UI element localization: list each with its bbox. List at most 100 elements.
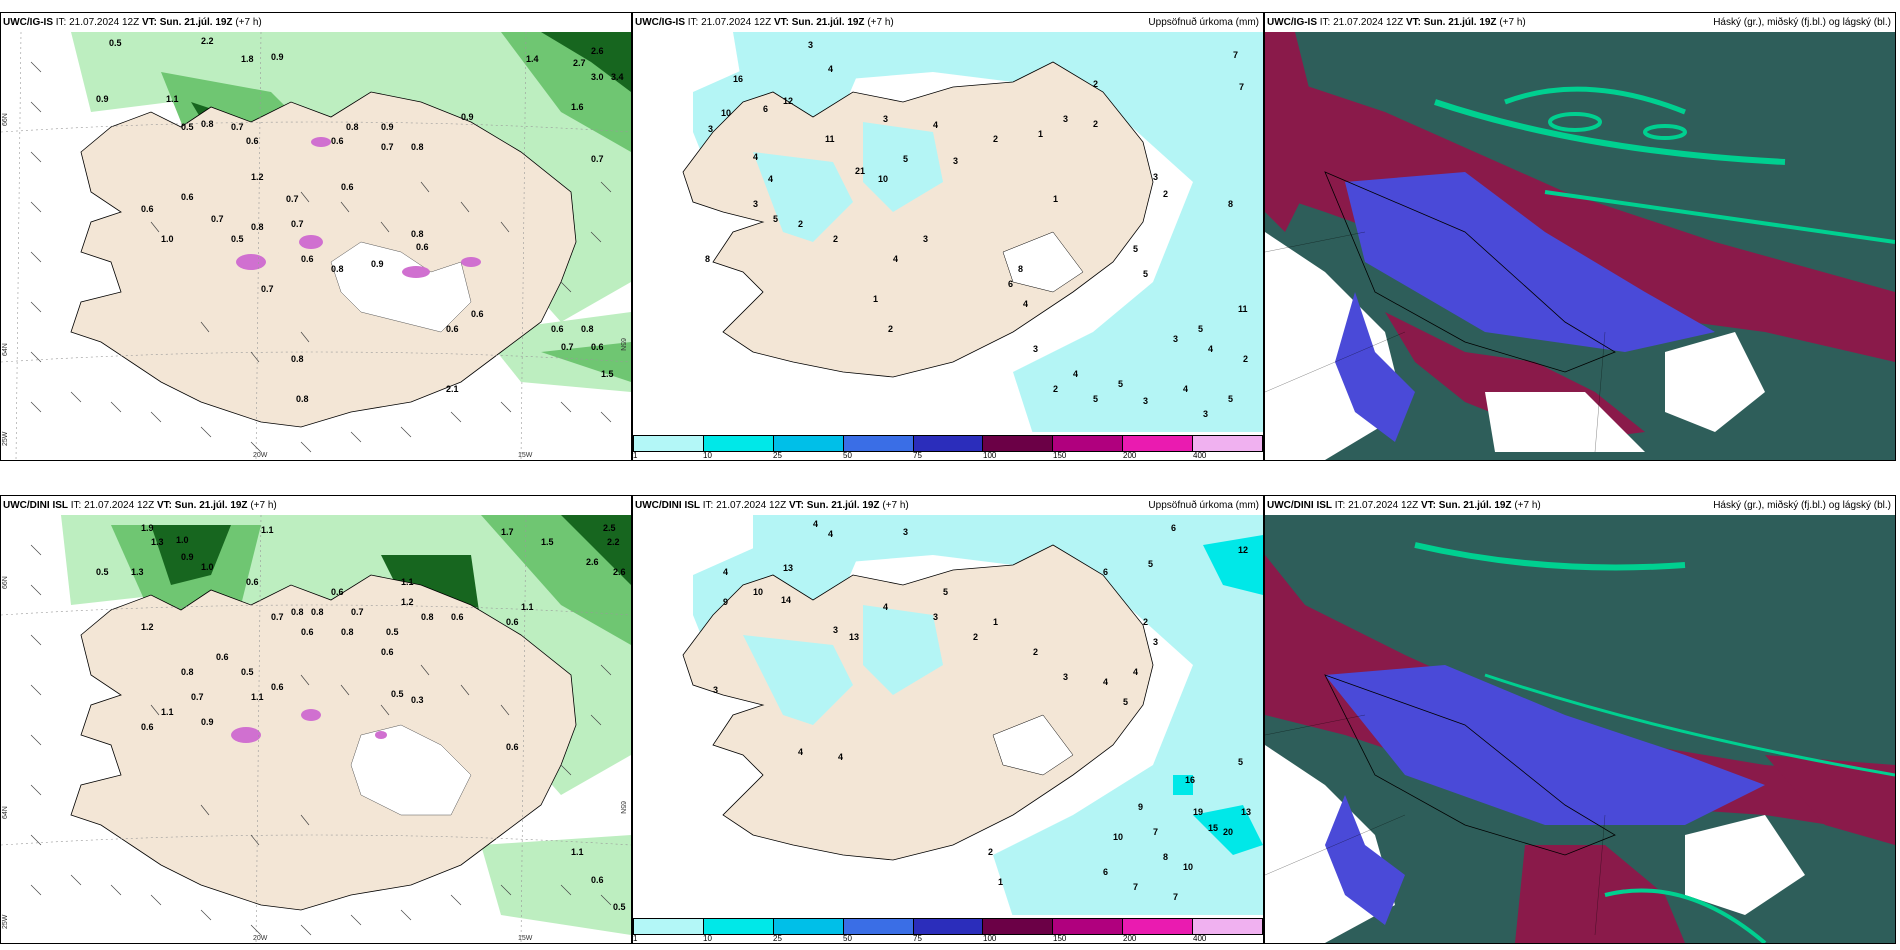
precip-value: 0.8 bbox=[341, 627, 354, 637]
init-time: IT: 21.07.2024 12Z bbox=[1319, 17, 1404, 28]
lat-label: 66N bbox=[2, 113, 9, 126]
accum-value: 6 bbox=[1008, 279, 1013, 289]
accum-value: 6 bbox=[763, 104, 768, 114]
accum-value: 3 bbox=[708, 124, 713, 134]
accum-value: 8 bbox=[1228, 199, 1233, 209]
accum-value: 5 bbox=[1093, 394, 1098, 404]
colorbar-swatch bbox=[1193, 436, 1263, 451]
precip-value: 1.1 bbox=[166, 94, 179, 104]
precip-value: 2.6 bbox=[591, 46, 604, 56]
precip-value: 0.8 bbox=[251, 222, 264, 232]
precip-value: 0.6 bbox=[246, 577, 259, 587]
precip-value: 1.1 bbox=[161, 707, 174, 717]
colorbar-swatch bbox=[1123, 919, 1194, 934]
precip-value: 1.1 bbox=[251, 692, 264, 702]
precip-value: 1.4 bbox=[526, 54, 539, 64]
panel-header: UWC/DINI ISL IT: 21.07.2024 12Z VT: Sun.… bbox=[1, 496, 631, 515]
precip-value: 0.6 bbox=[551, 324, 564, 334]
lat-label: 64N bbox=[2, 806, 9, 819]
accum-value: 15 bbox=[1208, 823, 1218, 833]
precip-sea-area bbox=[733, 32, 1263, 434]
precip-value: 1.1 bbox=[521, 602, 534, 612]
precip-value: 2.6 bbox=[586, 557, 599, 567]
accum-value: 9 bbox=[723, 597, 728, 607]
accum-value: 8 bbox=[1163, 852, 1168, 862]
valid-time: VT: Sun. 21.júl. 19Z bbox=[773, 17, 865, 28]
colorbar-swatch bbox=[634, 436, 704, 451]
valid-time: VT: Sun. 21.júl. 19Z bbox=[788, 500, 880, 511]
accum-value: 1 bbox=[993, 617, 998, 627]
precip-value: 0.7 bbox=[351, 607, 364, 617]
precip-value: 0.7 bbox=[191, 692, 204, 702]
colorbar-swatch bbox=[1053, 919, 1124, 934]
panel-title: Uppsöfnuð úrkoma (mm) bbox=[1148, 500, 1259, 511]
colorbar-label: 1 bbox=[633, 934, 638, 943]
accum-value: 2 bbox=[798, 219, 803, 229]
init-time: IT: 21.07.2024 12Z bbox=[1334, 500, 1419, 511]
precip-value: 0.9 bbox=[181, 552, 194, 562]
precip-value: 2.7 bbox=[573, 58, 586, 68]
colorbar-swatch bbox=[703, 919, 774, 934]
precip-value: 0.8 bbox=[291, 354, 304, 364]
accum-value: 6 bbox=[1171, 523, 1176, 533]
accum-value: 10 bbox=[878, 174, 888, 184]
accum-value: 3 bbox=[933, 612, 938, 622]
accum-value: 13 bbox=[783, 563, 793, 573]
precip-value: 0.6 bbox=[216, 652, 229, 662]
colorbar-label: 25 bbox=[773, 934, 782, 943]
precip-value: 0.6 bbox=[416, 242, 429, 252]
iceland-coastline bbox=[682, 61, 1154, 378]
accum-value: 6 bbox=[1103, 567, 1108, 577]
panel-header: UWC/DINI ISL IT: 21.07.2024 12Z VT: Sun.… bbox=[633, 496, 1263, 515]
model-name: UWC/IG-IS bbox=[635, 17, 685, 28]
init-time: IT: 21.07.2024 12Z bbox=[702, 500, 787, 511]
precip-value: 1.2 bbox=[401, 597, 414, 607]
accum-value: 4 bbox=[1183, 384, 1188, 394]
precip-value: 1.1 bbox=[261, 525, 274, 535]
precip-value: 0.5 bbox=[96, 567, 109, 577]
accum-value: 2 bbox=[973, 632, 978, 642]
panel-igis-clouds: UWC/IG-IS IT: 21.07.2024 12Z VT: Sun. 21… bbox=[1264, 12, 1896, 461]
lon-label: 20W bbox=[253, 452, 268, 459]
accum-value: 2 bbox=[988, 847, 993, 857]
accum-value: 3 bbox=[808, 40, 813, 50]
accum-value: 20 bbox=[1223, 827, 1233, 837]
accum-value: 4 bbox=[753, 152, 758, 162]
precip-value: 0.3 bbox=[411, 695, 424, 705]
precip-value: 3.0 bbox=[591, 72, 604, 82]
colorbar-label: 400 bbox=[1193, 451, 1207, 460]
accum-value: 3 bbox=[1173, 334, 1178, 344]
accum-value: 3 bbox=[1063, 672, 1068, 682]
colorbar-swatch bbox=[1123, 436, 1194, 451]
init-time: IT: 21.07.2024 12Z bbox=[55, 17, 140, 28]
precip-value: 0.7 bbox=[286, 194, 299, 204]
accum-value: 1 bbox=[873, 294, 878, 304]
precip-value: 0.6 bbox=[446, 324, 459, 334]
lead-time: (+7 h) bbox=[882, 500, 909, 511]
precip-value: 0.7 bbox=[261, 284, 274, 294]
accum-value: 4 bbox=[893, 254, 898, 264]
accum-value: 11 bbox=[825, 134, 835, 144]
lat-label: 65N bbox=[619, 801, 626, 814]
accum-value: 8 bbox=[705, 254, 710, 264]
mid-cloud-band bbox=[1265, 72, 1895, 362]
colorbar-label: 200 bbox=[1123, 451, 1137, 460]
precip-value: 0.6 bbox=[451, 612, 464, 622]
precip-value: 0.6 bbox=[301, 254, 314, 264]
precip-value: 1.8 bbox=[241, 54, 254, 64]
accum-value: 2 bbox=[833, 234, 838, 244]
accum-value: 7 bbox=[1233, 50, 1238, 60]
panel-dini-clouds: UWC/DINI ISL IT: 21.07.2024 12Z VT: Sun.… bbox=[1264, 495, 1896, 944]
precip-value: 0.8 bbox=[296, 394, 309, 404]
init-time: IT: 21.07.2024 12Z bbox=[70, 500, 155, 511]
precip-value: 0.8 bbox=[346, 122, 359, 132]
accum-value: 2 bbox=[1143, 617, 1148, 627]
colorbar-label: 10 bbox=[703, 934, 712, 943]
init-time: IT: 21.07.2024 12Z bbox=[687, 17, 772, 28]
accum-value: 3 bbox=[1153, 637, 1158, 647]
model-name: UWC/DINI ISL bbox=[3, 500, 68, 511]
model-name: UWC/DINI ISL bbox=[1267, 500, 1332, 511]
precip-value: 0.5 bbox=[109, 38, 122, 48]
accum-value: 4 bbox=[1103, 677, 1108, 687]
colorbar-swatch bbox=[703, 436, 774, 451]
